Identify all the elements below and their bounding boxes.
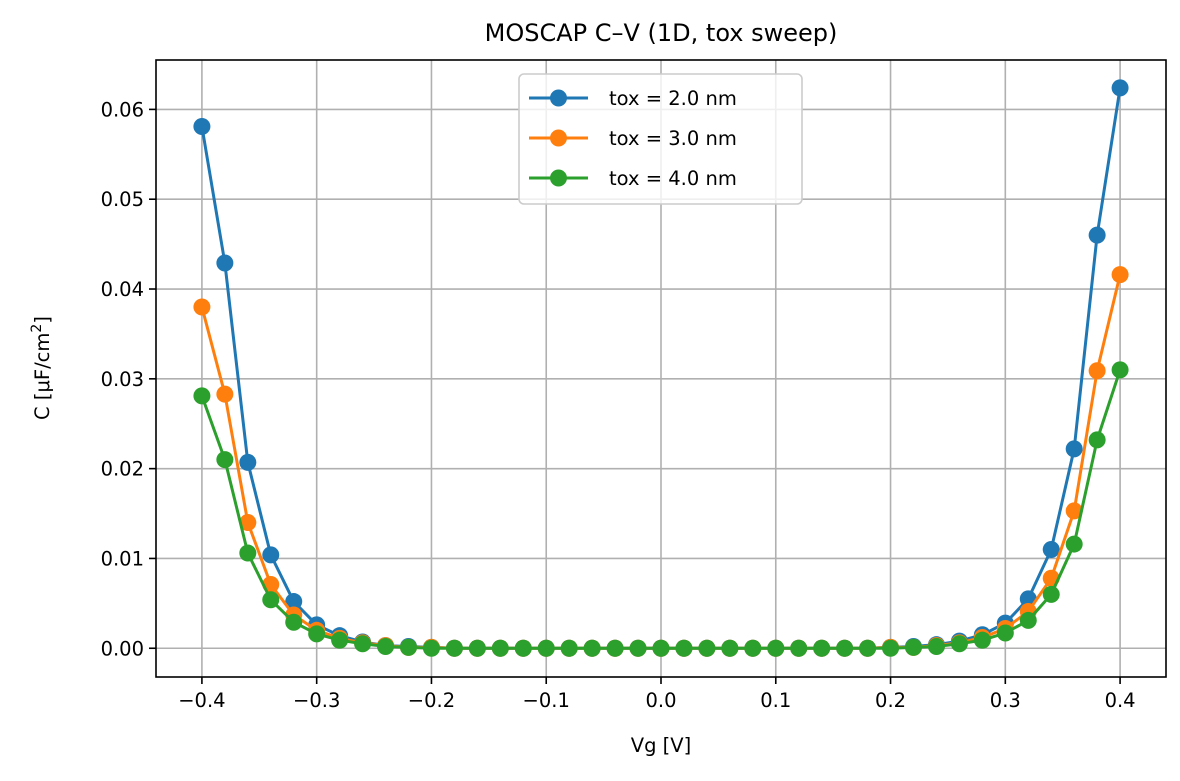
- legend-box: [518, 73, 803, 205]
- data-point: [239, 514, 257, 532]
- data-point: [537, 639, 555, 657]
- y-axis: 0.00 0.01 0.02 0.03 0.04 0.05 0.06: [101, 98, 156, 660]
- x-tick-label: 0.1: [760, 689, 791, 712]
- data-point: [1111, 266, 1129, 284]
- series-layer: [193, 79, 1129, 657]
- legend-marker: [550, 89, 567, 107]
- data-point: [308, 625, 326, 643]
- data-point: [1019, 611, 1037, 629]
- data-point: [216, 385, 234, 403]
- data-point: [652, 639, 670, 657]
- x-axis-label: Vg [V]: [631, 734, 691, 757]
- data-point: [491, 639, 509, 657]
- y-tick-label: 0.03: [101, 368, 144, 391]
- y-tick-label: 0.00: [101, 637, 144, 660]
- data-point: [193, 387, 211, 405]
- data-point: [239, 544, 257, 562]
- data-point: [1088, 431, 1106, 449]
- series-3: [193, 361, 1129, 657]
- data-point: [836, 639, 854, 657]
- data-point: [285, 613, 303, 631]
- x-tick-label: −0.1: [523, 689, 570, 712]
- x-tick-label: 0.2: [875, 689, 906, 712]
- data-point: [744, 639, 762, 657]
- chart-title: MOSCAP C–V (1D, tox sweep): [485, 19, 838, 47]
- legend-entry-3: tox = 4.0 nm: [529, 167, 737, 190]
- y-axis-label-main: C [μF/cm: [31, 333, 54, 420]
- data-point: [445, 639, 463, 657]
- data-point: [193, 117, 211, 135]
- data-point: [1088, 226, 1106, 244]
- data-point: [721, 639, 739, 657]
- data-point: [767, 639, 785, 657]
- data-point: [377, 637, 395, 655]
- data-point: [239, 453, 257, 471]
- data-point: [675, 639, 693, 657]
- data-point: [216, 254, 234, 272]
- data-point: [1111, 79, 1129, 97]
- data-point: [973, 631, 991, 649]
- data-point: [422, 639, 440, 657]
- y-tick-label: 0.04: [101, 278, 144, 301]
- legend-label: tox = 4.0 nm: [609, 167, 737, 190]
- legend-marker: [550, 129, 567, 147]
- y-axis-label-end: ]: [31, 316, 54, 324]
- x-tick-label: −0.3: [293, 689, 340, 712]
- data-point: [859, 639, 877, 657]
- data-point: [1065, 502, 1083, 520]
- data-point: [331, 631, 349, 649]
- y-tick-label: 0.05: [101, 188, 144, 211]
- data-point: [882, 639, 900, 657]
- x-tick-label: −0.2: [408, 689, 455, 712]
- legend-entry-1: tox = 2.0 nm: [529, 87, 737, 110]
- data-point: [400, 638, 417, 656]
- data-point: [262, 546, 280, 564]
- data-point: [262, 591, 280, 609]
- data-point: [629, 639, 647, 657]
- data-point: [560, 639, 578, 657]
- y-axis-label: C [μF/cm2]: [29, 316, 54, 420]
- x-tick-label: 0.3: [990, 689, 1021, 712]
- data-point: [950, 635, 968, 653]
- legend-label: tox = 2.0 nm: [609, 87, 737, 110]
- x-tick-label: −0.4: [178, 689, 225, 712]
- x-axis: −0.4 −0.3 −0.2 −0.1 0.0 0.1 0.2 0.3 0.4: [178, 677, 1136, 712]
- data-point: [514, 639, 532, 657]
- data-point: [996, 624, 1014, 642]
- data-point: [285, 593, 303, 611]
- legend-entry-2: tox = 3.0 nm: [529, 127, 737, 150]
- data-point: [1042, 540, 1060, 558]
- data-point: [468, 639, 486, 657]
- legend-label: tox = 3.0 nm: [609, 127, 737, 150]
- data-point: [905, 638, 922, 656]
- data-point: [790, 639, 808, 657]
- y-tick-label: 0.06: [101, 98, 144, 121]
- data-point: [193, 298, 211, 316]
- data-point: [606, 639, 624, 657]
- data-point: [1088, 362, 1106, 380]
- legend: tox = 2.0 nm tox = 3.0 nm tox = 4.0 nm: [518, 73, 803, 205]
- data-point: [698, 639, 716, 657]
- y-axis-label-superscript: 2: [29, 324, 45, 333]
- x-tick-label: 0.0: [645, 689, 676, 712]
- y-tick-label: 0.02: [101, 458, 144, 481]
- data-point: [1065, 535, 1083, 553]
- data-point: [583, 639, 601, 657]
- data-point: [216, 451, 234, 469]
- data-point: [1042, 585, 1060, 603]
- data-point: [1065, 440, 1083, 458]
- x-tick-label: 0.4: [1105, 689, 1136, 712]
- data-point: [813, 639, 831, 657]
- data-point: [1111, 361, 1129, 379]
- data-point: [927, 637, 945, 655]
- data-point: [354, 635, 372, 653]
- y-tick-label: 0.01: [101, 547, 144, 570]
- legend-marker: [550, 169, 567, 187]
